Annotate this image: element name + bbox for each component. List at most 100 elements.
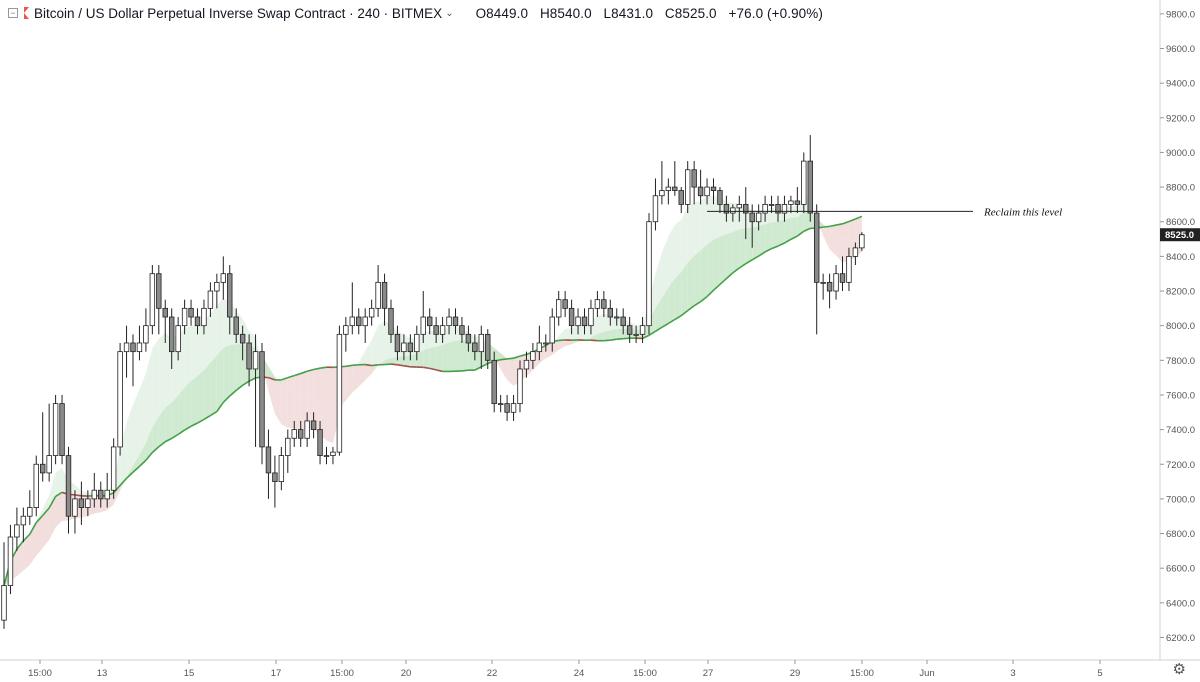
time-tick-label: 15:00 [850, 668, 874, 679]
moving-average-segment [680, 309, 689, 317]
moving-average-segment [674, 314, 682, 321]
gear-icon[interactable]: ⚙ [1172, 661, 1186, 678]
moving-average-segment [461, 369, 469, 372]
ribbon-outer-segment [655, 297, 662, 332]
candle-body [401, 342, 407, 353]
ribbon-inner-segment [294, 392, 301, 431]
flag-icon[interactable] [24, 7, 29, 19]
moving-average-segment [738, 262, 747, 269]
moving-average-segment [16, 540, 24, 550]
interval-label[interactable]: 240 [357, 5, 380, 21]
candle-body [14, 524, 20, 538]
candle-body [175, 325, 181, 353]
moving-average-segment [719, 277, 727, 286]
ribbon-outer-segment [139, 442, 146, 467]
ribbon-inner-segment [713, 195, 720, 240]
ribbon-inner-segment [158, 333, 166, 417]
time-tick-label: 15 [184, 668, 195, 679]
ribbon-outer-segment [668, 278, 675, 324]
candle-body [697, 186, 704, 197]
ribbon-outer-segment [152, 416, 159, 453]
ribbon-outer-segment [597, 331, 604, 341]
ribbon-outer-segment [461, 340, 469, 371]
moving-average-segment [623, 337, 630, 340]
ribbon-outer-segment [429, 346, 437, 370]
collapse-icon[interactable]: − [8, 8, 18, 18]
candle-body [459, 325, 465, 335]
moving-average-segment [300, 370, 308, 375]
moving-average-segment [74, 494, 82, 497]
moving-average-segment [500, 358, 508, 361]
chevron-down-icon[interactable]: ⌄ [445, 7, 454, 19]
ribbon-outer-segment [165, 402, 172, 442]
ribbon-inner-segment [707, 195, 714, 245]
candle-body [523, 359, 530, 370]
price-tick-label: 7200.0 [1166, 460, 1195, 471]
close-value: C8525.0 [664, 5, 717, 21]
candle-body [394, 333, 401, 353]
ribbon-outer-segment [94, 495, 101, 514]
moving-average-segment [55, 491, 63, 498]
ribbon-outer-segment [216, 348, 224, 412]
ribbon-inner-segment [610, 314, 617, 331]
ribbon-inner-segment [378, 321, 385, 366]
ribbon-outer-segment [268, 366, 275, 380]
moving-average-segment [513, 355, 521, 359]
time-tick-label: Jun [919, 668, 934, 679]
moving-average-segment [184, 425, 192, 431]
ribbon-outer-segment [203, 362, 211, 420]
ribbon-inner-segment [578, 325, 585, 342]
candle-body [98, 489, 104, 500]
ribbon-outer-segment [197, 369, 204, 424]
moving-average-segment [848, 218, 856, 223]
ribbon-inner-segment [191, 325, 198, 382]
exchange-label[interactable]: BITMEX [391, 5, 443, 21]
ribbon-outer-segment [423, 348, 430, 369]
candle-body [775, 204, 781, 214]
moving-average-segment [758, 251, 766, 257]
change-value: +76.0 (+0.90%) [728, 5, 823, 21]
ribbon-outer-segment [694, 250, 701, 306]
moving-average-segment [113, 484, 121, 494]
ribbon-inner-segment [539, 358, 546, 364]
price-tick-label: 6200.0 [1166, 633, 1195, 644]
moving-average-segment [648, 330, 656, 337]
ribbon-outer-segment [590, 333, 598, 341]
candle-body [291, 429, 297, 439]
moving-average-segment [855, 215, 863, 220]
moving-average-segment [771, 245, 779, 250]
moving-average-segment [803, 227, 811, 232]
ribbon-outer-segment [661, 287, 669, 328]
ribbon-inner-segment [281, 384, 288, 428]
ribbon-outer-segment [307, 369, 314, 402]
ribbon-outer-segment [313, 368, 321, 407]
moving-average-segment [790, 235, 798, 241]
ribbon-outer-segment [700, 244, 708, 302]
moving-average-segment [480, 362, 489, 368]
ribbon-inner-segment [655, 252, 662, 309]
ribbon-outer-segment [365, 364, 372, 381]
moving-average-segment [661, 322, 669, 328]
moving-average-segment [345, 364, 353, 368]
candle-body [317, 429, 323, 456]
time-tick-label: 3 [1010, 668, 1015, 679]
candle-body [781, 204, 788, 214]
ribbon-outer-segment [545, 341, 553, 359]
moving-average-segment [281, 376, 289, 381]
ribbon-outer-segment [616, 328, 624, 340]
symbol-title[interactable]: Bitcoin / US Dollar Perpetual Inverse Sw… [34, 5, 346, 21]
open-value: O8449.0 [475, 5, 529, 21]
last-price-label: 8525.0 [1165, 230, 1194, 241]
moving-average-segment [190, 422, 198, 427]
moving-average-segment [764, 247, 772, 253]
candle-body [788, 200, 794, 205]
candle-body [362, 316, 368, 327]
ribbon-outer-segment [294, 373, 301, 397]
ribbon-outer-segment [281, 377, 288, 390]
candle-body [685, 169, 691, 205]
ribbon-inner-segment [507, 358, 514, 386]
moving-average-segment [306, 368, 314, 373]
candle-body [517, 368, 523, 405]
candle-body [239, 333, 246, 344]
